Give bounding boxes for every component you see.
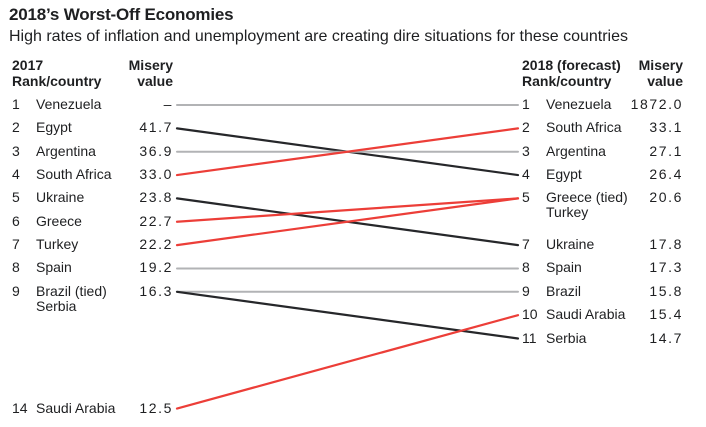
misery-2017-greece: 22.7 bbox=[139, 212, 173, 229]
country-2017-saudi-arabia: Saudi Arabia bbox=[36, 399, 116, 416]
country-2018-spain: Spain bbox=[546, 259, 582, 276]
rank-2018-brazil: 9 bbox=[522, 282, 530, 299]
rank-2018-argentina: 3 bbox=[522, 142, 530, 159]
rank-2017-turkey: 7 bbox=[12, 236, 20, 253]
country-2018-saudi-arabia: Saudi Arabia bbox=[546, 306, 626, 323]
country-2017-egypt: Egypt bbox=[36, 119, 72, 136]
rank-2017-egypt: 2 bbox=[12, 119, 20, 136]
misery-2017-venezuela: – bbox=[163, 96, 173, 112]
left-column-header: 2017 Rank/country bbox=[12, 57, 101, 89]
misery-2017-turkey: 22.2 bbox=[139, 236, 173, 253]
country-2017-serbia: Serbia bbox=[36, 297, 77, 314]
left-value-header: Misery value bbox=[95, 57, 173, 89]
country-2018-south-africa: South Africa bbox=[546, 119, 622, 136]
rank-2018-saudi-arabia: 10 bbox=[522, 306, 538, 323]
rank-2017-brazil-tied: 9 bbox=[12, 282, 20, 299]
slope-line-saudi-arabia bbox=[175, 314, 520, 410]
right-header-rank-country: Rank/country bbox=[522, 73, 612, 89]
rank-2017-ukraine: 5 bbox=[12, 189, 20, 206]
misery-2017-saudi-arabia: 12.5 bbox=[139, 399, 173, 416]
right-column-header: 2018 (forecast) Rank/country bbox=[522, 57, 621, 89]
rank-2018-greece-tied: 5 bbox=[522, 189, 530, 206]
country-2018-ukraine: Ukraine bbox=[546, 236, 595, 253]
misery-2017-egypt: 41.7 bbox=[139, 119, 173, 136]
misery-2018-argentina: 27.1 bbox=[649, 142, 683, 159]
rank-2017-venezuela: 1 bbox=[12, 96, 20, 112]
slope-line-south-africa bbox=[175, 127, 520, 177]
right-header-misery: Misery bbox=[638, 57, 683, 73]
rank-2018-egypt: 4 bbox=[522, 166, 530, 183]
country-2018-egypt: Egypt bbox=[546, 166, 582, 183]
country-2018-brazil: Brazil bbox=[546, 282, 582, 299]
slope-line-serbia bbox=[175, 290, 520, 340]
rank-2017-greece: 6 bbox=[12, 212, 20, 229]
misery-2018-south-africa: 33.1 bbox=[649, 119, 683, 136]
rank-2018-spain: 8 bbox=[522, 259, 530, 276]
country-2018-serbia: Serbia bbox=[546, 329, 587, 346]
misery-2017-spain: 19.2 bbox=[139, 259, 173, 276]
right-header-year: 2018 (forecast) bbox=[522, 57, 621, 73]
misery-2018-ukraine: 17.8 bbox=[649, 236, 683, 253]
right-value-header: Misery value bbox=[600, 57, 683, 89]
rank-2017-argentina: 3 bbox=[12, 142, 20, 159]
country-2017-turkey: Turkey bbox=[36, 236, 79, 253]
misery-2018-brazil: 15.8 bbox=[649, 282, 683, 299]
rank-2017-spain: 8 bbox=[12, 259, 20, 276]
country-2017-south-africa: South Africa bbox=[36, 166, 112, 183]
left-header-year: 2017 bbox=[12, 57, 44, 73]
misery-2018-egypt: 26.4 bbox=[649, 166, 683, 183]
country-2018-venezuela: Venezuela bbox=[546, 96, 612, 112]
misery-2017-argentina: 36.9 bbox=[139, 142, 173, 159]
country-2018-turkey: Turkey bbox=[546, 204, 589, 221]
rank-2018-venezuela: 1 bbox=[522, 96, 530, 112]
left-header-rank-country: Rank/country bbox=[12, 73, 102, 89]
rank-2017-south-africa: 4 bbox=[12, 166, 20, 183]
rank-2017-saudi-arabia: 14 bbox=[12, 399, 28, 416]
misery-2017-brazil-tied: 16.3 bbox=[139, 282, 173, 299]
misery-2017-ukraine: 23.8 bbox=[139, 189, 173, 206]
country-2017-venezuela: Venezuela bbox=[36, 96, 102, 112]
chart-subtitle: High rates of inflation and unemployment… bbox=[9, 28, 629, 45]
country-2018-greece-tied: Greece (tied) bbox=[546, 189, 628, 206]
rank-2018-south-africa: 2 bbox=[522, 119, 530, 136]
country-2018-argentina: Argentina bbox=[546, 142, 606, 159]
left-header-misery: Misery bbox=[128, 57, 173, 73]
country-2017-brazil-tied: Brazil (tied) bbox=[36, 282, 107, 299]
left-header-value: value bbox=[137, 73, 173, 89]
country-2017-ukraine: Ukraine bbox=[36, 189, 85, 206]
misery-2018-greece-tied: 20.6 bbox=[649, 189, 683, 206]
country-2017-spain: Spain bbox=[36, 259, 72, 276]
country-2017-greece: Greece bbox=[36, 212, 82, 229]
rank-2018-ukraine: 7 bbox=[522, 236, 530, 253]
misery-2018-saudi-arabia: 15.4 bbox=[649, 306, 683, 323]
misery-2018-serbia: 14.7 bbox=[649, 329, 683, 346]
slope-line-greece bbox=[175, 197, 520, 223]
rank-2018-serbia: 11 bbox=[522, 329, 537, 346]
chart-title: 2018’s Worst-Off Economies bbox=[9, 5, 234, 24]
misery-2018-spain: 17.3 bbox=[649, 259, 683, 276]
misery-2018-venezuela: 1872.0 bbox=[630, 96, 683, 112]
slope-line-turkey bbox=[175, 197, 520, 247]
country-2017-argentina: Argentina bbox=[36, 142, 96, 159]
misery-2017-south-africa: 33.0 bbox=[139, 166, 173, 183]
right-header-value: value bbox=[647, 73, 683, 89]
